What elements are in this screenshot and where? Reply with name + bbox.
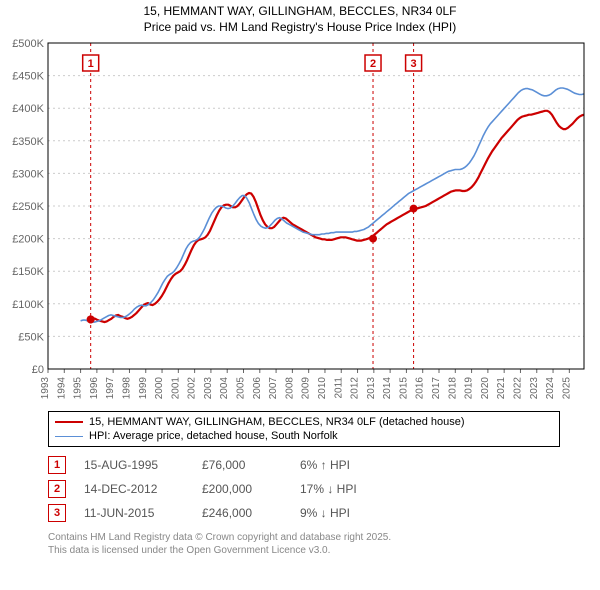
svg-text:£150K: £150K <box>12 266 44 278</box>
svg-text:2007: 2007 <box>268 377 279 400</box>
footer-line-2: This data is licensed under the Open Gov… <box>48 544 560 557</box>
annotation-row-3: 3 11-JUN-2015 £246,000 9% ↓ HPI <box>48 501 560 525</box>
annotation-date-1: 15-AUG-1995 <box>84 458 184 472</box>
legend-swatch-blue <box>55 436 83 437</box>
svg-text:2009: 2009 <box>301 377 312 400</box>
annotation-price-2: £200,000 <box>202 482 282 496</box>
svg-text:2018: 2018 <box>447 377 458 400</box>
annotation-table: 1 15-AUG-1995 £76,000 6% ↑ HPI 2 14-DEC-… <box>48 453 560 525</box>
svg-text:1997: 1997 <box>105 377 116 400</box>
legend-item-red: 15, HEMMANT WAY, GILLINGHAM, BECCLES, NR… <box>55 415 553 429</box>
svg-text:£350K: £350K <box>12 136 44 148</box>
annotation-pct-1: 6% ↑ HPI <box>300 458 400 472</box>
legend-label-red: 15, HEMMANT WAY, GILLINGHAM, BECCLES, NR… <box>89 416 465 428</box>
annotation-row-2: 2 14-DEC-2012 £200,000 17% ↓ HPI <box>48 477 560 501</box>
svg-text:2000: 2000 <box>154 377 165 400</box>
svg-text:£50K: £50K <box>18 332 44 344</box>
annotation-date-3: 11-JUN-2015 <box>84 506 184 520</box>
footer-line-1: Contains HM Land Registry data © Crown c… <box>48 531 560 544</box>
svg-text:2011: 2011 <box>333 377 344 399</box>
svg-text:£200K: £200K <box>12 234 44 246</box>
line-chart: £0 £50K £100K £150K £200K £250K £300K £350K £400… <box>0 35 600 407</box>
svg-text:2003: 2003 <box>203 377 214 400</box>
svg-text:2006: 2006 <box>252 377 263 400</box>
svg-text:1999: 1999 <box>138 377 149 400</box>
svg-text:£300K: £300K <box>12 169 44 181</box>
svg-text:2017: 2017 <box>431 377 442 400</box>
svg-text:2020: 2020 <box>480 377 491 400</box>
svg-text:3: 3 <box>411 58 417 70</box>
svg-text:2015: 2015 <box>398 377 409 400</box>
annotation-pct-3: 9% ↓ HPI <box>300 506 400 520</box>
svg-text:2025: 2025 <box>561 377 572 400</box>
svg-text:2019: 2019 <box>464 377 475 400</box>
svg-text:£450K: £450K <box>12 71 44 83</box>
title-line-2: Price paid vs. HM Land Registry's House … <box>0 20 600 36</box>
svg-text:2001: 2001 <box>170 377 181 400</box>
svg-text:£250K: £250K <box>12 201 44 213</box>
svg-text:1994: 1994 <box>56 377 67 400</box>
svg-text:2014: 2014 <box>382 377 393 400</box>
svg-text:2: 2 <box>370 58 376 70</box>
svg-text:2013: 2013 <box>366 377 377 400</box>
svg-text:1: 1 <box>88 58 94 70</box>
chart-title: 15, HEMMANT WAY, GILLINGHAM, BECCLES, NR… <box>0 0 600 35</box>
svg-text:2002: 2002 <box>187 377 198 400</box>
svg-text:£400K: £400K <box>12 103 44 115</box>
legend-item-blue: HPI: Average price, detached house, Sout… <box>55 429 553 443</box>
annotation-price-1: £76,000 <box>202 458 282 472</box>
legend-swatch-red <box>55 421 83 423</box>
svg-text:2012: 2012 <box>350 377 361 400</box>
svg-text:2022: 2022 <box>512 377 523 400</box>
footer-attribution: Contains HM Land Registry data © Crown c… <box>48 531 560 557</box>
svg-text:2021: 2021 <box>496 377 507 400</box>
svg-text:2016: 2016 <box>415 377 426 400</box>
chart-area: £0 £50K £100K £150K £200K £250K £300K £350K £400… <box>0 35 600 407</box>
svg-text:1995: 1995 <box>73 377 84 400</box>
annotation-date-2: 14-DEC-2012 <box>84 482 184 496</box>
svg-text:£100K: £100K <box>12 299 44 311</box>
svg-text:2010: 2010 <box>317 377 328 400</box>
svg-text:1993: 1993 <box>40 377 51 400</box>
legend: 15, HEMMANT WAY, GILLINGHAM, BECCLES, NR… <box>48 411 560 447</box>
svg-text:2004: 2004 <box>219 377 230 400</box>
annotation-row-1: 1 15-AUG-1995 £76,000 6% ↑ HPI <box>48 453 560 477</box>
svg-text:£0: £0 <box>32 364 44 376</box>
svg-text:1996: 1996 <box>89 377 100 400</box>
annotation-marker-3: 3 <box>48 504 66 522</box>
legend-label-blue: HPI: Average price, detached house, Sout… <box>89 430 338 442</box>
svg-text:2005: 2005 <box>236 377 247 400</box>
annotation-pct-2: 17% ↓ HPI <box>300 482 400 496</box>
svg-text:£500K: £500K <box>12 38 44 50</box>
svg-text:2023: 2023 <box>529 377 540 400</box>
annotation-price-3: £246,000 <box>202 506 282 520</box>
title-line-1: 15, HEMMANT WAY, GILLINGHAM, BECCLES, NR… <box>0 4 600 20</box>
annotation-marker-1: 1 <box>48 456 66 474</box>
svg-text:2008: 2008 <box>284 377 295 400</box>
svg-text:1998: 1998 <box>121 377 132 400</box>
svg-text:2024: 2024 <box>545 377 556 400</box>
annotation-marker-2: 2 <box>48 480 66 498</box>
